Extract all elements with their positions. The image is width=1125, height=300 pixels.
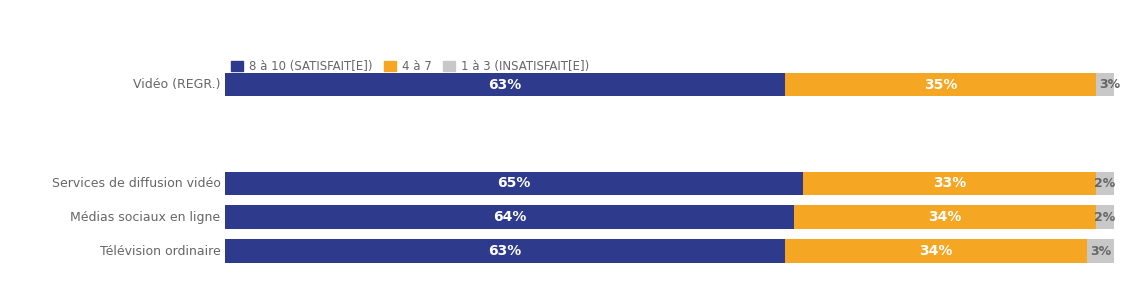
- Text: 33%: 33%: [933, 176, 966, 190]
- Text: 63%: 63%: [488, 244, 522, 258]
- Bar: [1096, 73, 1123, 97]
- Text: 2%: 2%: [1095, 177, 1116, 190]
- Bar: [803, 172, 1096, 195]
- Text: 63%: 63%: [488, 78, 522, 92]
- Bar: [1087, 239, 1114, 263]
- Bar: [785, 239, 1087, 263]
- Text: Services de diffusion vidéo: Services de diffusion vidéo: [52, 177, 221, 190]
- Bar: [1096, 206, 1114, 229]
- Bar: [225, 206, 794, 229]
- Legend: 8 à 10 (SATISFAIT[E]), 4 à 7, 1 à 3 (INSATISFAIT[E]): 8 à 10 (SATISFAIT[E]), 4 à 7, 1 à 3 (INS…: [231, 60, 590, 73]
- Bar: [225, 73, 785, 97]
- Text: 3%: 3%: [1090, 244, 1112, 258]
- Text: Médias sociaux en ligne: Médias sociaux en ligne: [71, 211, 220, 224]
- Text: 35%: 35%: [924, 78, 957, 92]
- Bar: [1096, 172, 1114, 195]
- Text: 65%: 65%: [497, 176, 531, 190]
- Text: 2%: 2%: [1095, 211, 1116, 224]
- Text: Télévision ordinaire: Télévision ordinaire: [100, 244, 220, 258]
- Bar: [225, 239, 785, 263]
- Text: 34%: 34%: [928, 210, 962, 224]
- Bar: [794, 206, 1096, 229]
- Text: 64%: 64%: [493, 210, 526, 224]
- Text: 3%: 3%: [1099, 78, 1119, 91]
- Text: 34%: 34%: [919, 244, 953, 258]
- Text: Vidéo (REGR.): Vidéo (REGR.): [133, 78, 220, 91]
- Bar: [785, 73, 1096, 97]
- Bar: [225, 172, 803, 195]
